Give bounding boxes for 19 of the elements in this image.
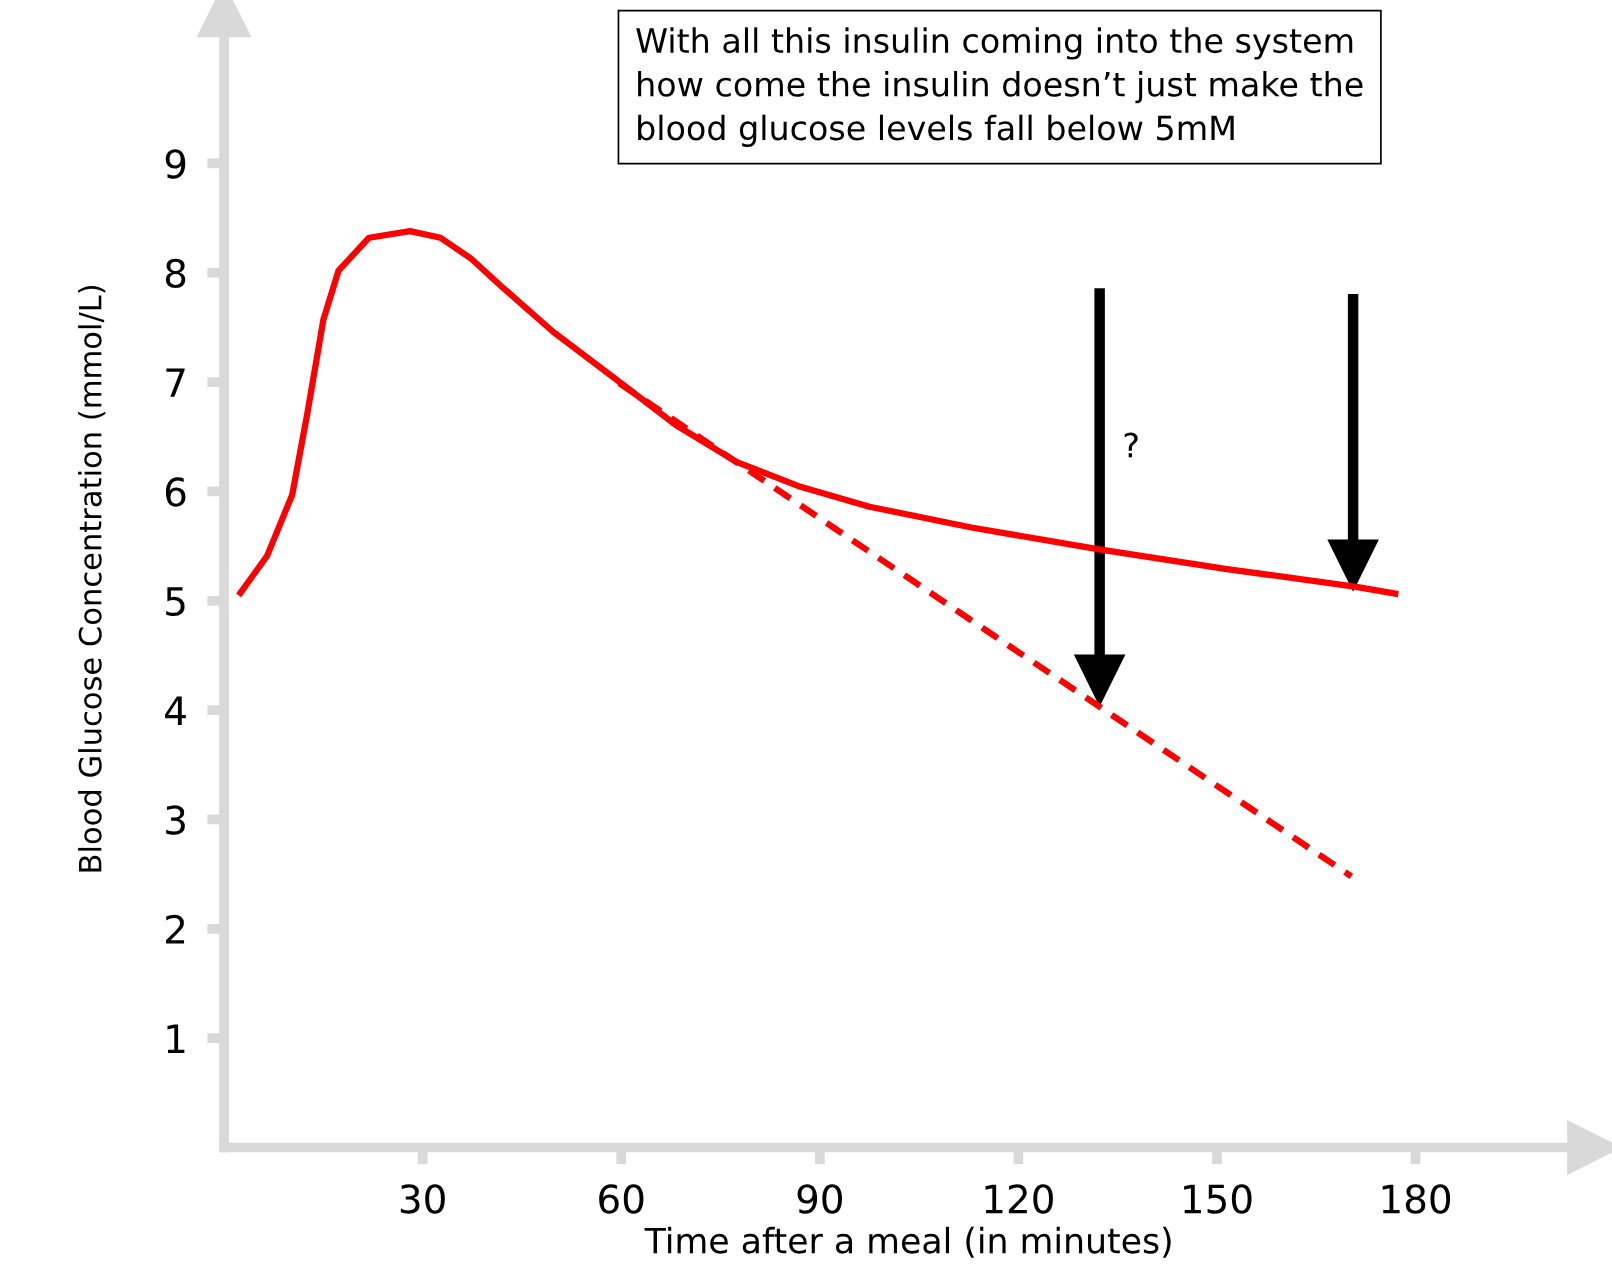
y-tick-label: 2 xyxy=(166,914,185,944)
x-tick-label: 30 xyxy=(400,1184,445,1214)
annotation: ? xyxy=(1124,432,1138,458)
x-tick-label: 150 xyxy=(1184,1184,1252,1214)
y-tick-label: 5 xyxy=(166,587,185,617)
annotation: With all this insulin coming into the system how come the insulin doesn’t just make the blood glucose levels fall below 5mM xyxy=(636,27,1363,147)
x-tick-label: 60 xyxy=(599,1184,644,1214)
x-tick-label: 180 xyxy=(1382,1184,1451,1214)
x-axis-title: Time after a meal (in minutes) xyxy=(644,1226,1171,1258)
y-tick-label: 6 xyxy=(165,477,186,507)
y-tick-label: 9 xyxy=(165,149,186,179)
x-tick-label: 120 xyxy=(985,1184,1053,1214)
y-tick-label: 3 xyxy=(166,805,185,835)
y-tick-label: 8 xyxy=(165,258,186,289)
y-tick-label: 1 xyxy=(167,1024,185,1053)
x-tick-label: 90 xyxy=(797,1184,842,1214)
y-axis-title: Blood Glucose Concentration (mmol/L) xyxy=(78,285,106,872)
y-tick-label: 7 xyxy=(166,368,185,397)
y-tick-label: 4 xyxy=(165,696,186,725)
